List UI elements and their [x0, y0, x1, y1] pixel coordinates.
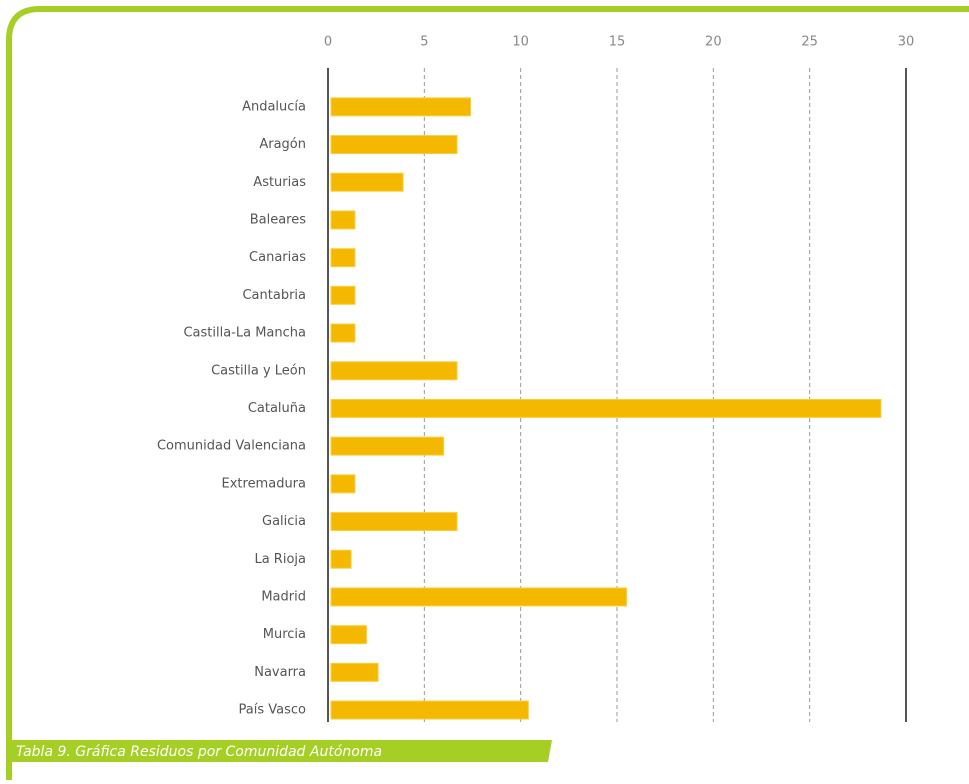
bar — [330, 135, 458, 155]
y-tick-label: Castilla y León — [211, 363, 306, 378]
y-tick-label: Cataluña — [248, 401, 306, 416]
bar — [330, 625, 368, 645]
y-tick-label: Galicia — [262, 514, 306, 529]
x-tick-label: 10 — [512, 35, 529, 50]
bar — [330, 172, 404, 192]
frame — [6, 6, 969, 780]
y-tick-label: Castilla-La Mancha — [183, 326, 306, 341]
y-tick-label: Navarra — [254, 665, 306, 680]
bar — [330, 285, 356, 305]
bar — [330, 97, 472, 117]
y-tick-label: La Rioja — [254, 552, 306, 567]
caption: Tabla 9. Gráfica Residuos por Comunidad … — [16, 744, 382, 760]
bar — [330, 587, 628, 607]
bar — [330, 662, 379, 682]
y-tick-label: Andalucía — [242, 99, 306, 114]
x-tick-label: 20 — [705, 35, 722, 50]
bar — [330, 323, 356, 343]
x-tick-label: 0 — [324, 35, 332, 50]
bar — [330, 474, 356, 494]
y-tick-label: Canarias — [249, 250, 306, 265]
y-tick-label: Extremadura — [222, 476, 307, 491]
bar — [330, 361, 458, 381]
y-tick-label: Asturias — [253, 175, 306, 190]
x-tick-label: 15 — [609, 35, 626, 50]
bar — [330, 248, 356, 268]
bar — [330, 436, 445, 456]
bar — [330, 210, 356, 230]
y-tick-label: Baleares — [250, 212, 307, 227]
y-tick-label: Madrid — [261, 589, 306, 604]
y-tick-label: Aragón — [259, 137, 306, 152]
y-tick-label: Comunidad Valenciana — [157, 439, 306, 454]
y-tick-label: Cantabria — [242, 288, 306, 303]
x-tick-label: 25 — [801, 35, 818, 50]
y-tick-label: País Vasco — [239, 703, 307, 718]
caption-band — [10, 740, 552, 762]
bar — [330, 700, 529, 720]
bar — [330, 549, 352, 569]
y-tick-label: Murcia — [263, 627, 306, 642]
x-tick-label: 30 — [898, 35, 915, 50]
bar — [330, 398, 882, 418]
bar — [330, 512, 458, 532]
x-tick-label: 5 — [420, 35, 428, 50]
